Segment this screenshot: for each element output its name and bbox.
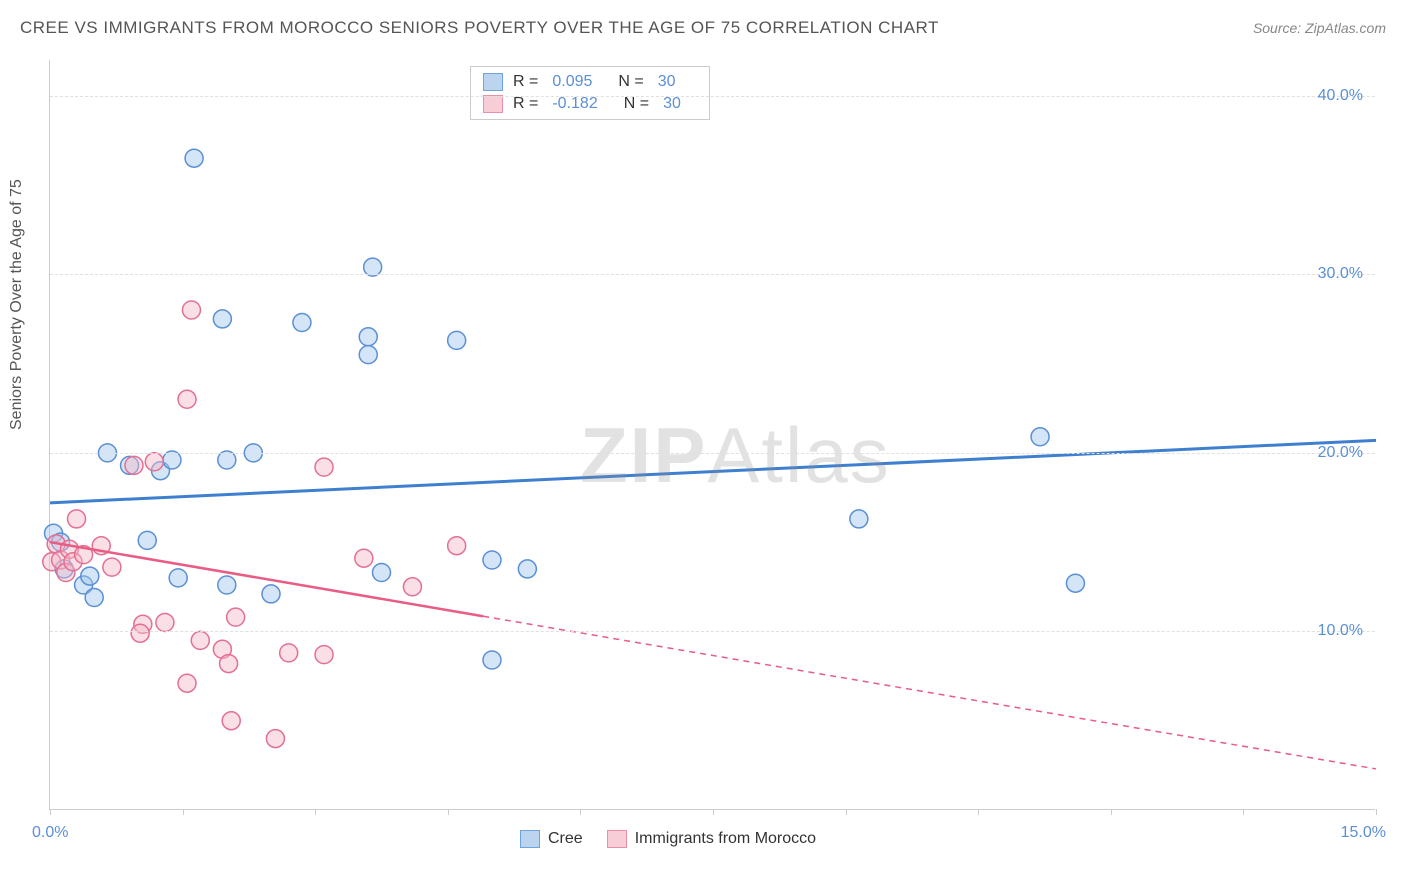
data-point bbox=[355, 549, 373, 567]
data-point bbox=[220, 655, 238, 673]
gridline bbox=[50, 274, 1375, 275]
legend-label: Immigrants from Morocco bbox=[635, 830, 816, 848]
data-point bbox=[222, 712, 240, 730]
data-point bbox=[191, 631, 209, 649]
data-point bbox=[178, 390, 196, 408]
data-point bbox=[185, 149, 203, 167]
data-point bbox=[68, 510, 86, 528]
x-tick bbox=[713, 809, 714, 815]
data-point bbox=[81, 567, 99, 585]
x-tick bbox=[1243, 809, 1244, 815]
data-point bbox=[280, 644, 298, 662]
data-point bbox=[262, 585, 280, 603]
data-point bbox=[145, 453, 163, 471]
swatch-morocco bbox=[607, 830, 627, 848]
x-tick bbox=[1376, 809, 1377, 815]
data-point bbox=[315, 646, 333, 664]
data-point bbox=[359, 328, 377, 346]
swatch-cree bbox=[483, 73, 503, 91]
n-value: 30 bbox=[658, 73, 676, 91]
series-legend: Cree Immigrants from Morocco bbox=[520, 830, 816, 848]
data-point bbox=[213, 310, 231, 328]
x-tick bbox=[315, 809, 316, 815]
trend-line-extrapolated bbox=[483, 616, 1376, 769]
gridline bbox=[50, 453, 1375, 454]
x-tick-label-max: 15.0% bbox=[1341, 824, 1386, 842]
data-point bbox=[125, 456, 143, 474]
correlation-legend-row: R = 0.095 N = 30 bbox=[483, 71, 697, 93]
x-tick bbox=[448, 809, 449, 815]
data-point bbox=[448, 331, 466, 349]
data-point bbox=[138, 531, 156, 549]
data-point bbox=[103, 558, 121, 576]
y-tick-label: 30.0% bbox=[1318, 265, 1363, 283]
r-value: 0.095 bbox=[552, 73, 592, 91]
legend-item-morocco: Immigrants from Morocco bbox=[607, 830, 816, 848]
legend-label: Cree bbox=[548, 830, 583, 848]
scatter-plot-svg bbox=[50, 60, 1375, 809]
x-tick-label-min: 0.0% bbox=[32, 824, 68, 842]
data-point bbox=[518, 560, 536, 578]
data-point bbox=[266, 730, 284, 748]
y-axis-label: Seniors Poverty Over the Age of 75 bbox=[8, 179, 26, 430]
data-point bbox=[85, 589, 103, 607]
correlation-legend: R = 0.095 N = 30 R = -0.182 N = 30 bbox=[470, 66, 710, 120]
gridline bbox=[50, 631, 1375, 632]
x-tick bbox=[846, 809, 847, 815]
data-point bbox=[293, 314, 311, 332]
data-point bbox=[1066, 574, 1084, 592]
data-point bbox=[359, 346, 377, 364]
x-tick bbox=[1111, 809, 1112, 815]
data-point bbox=[483, 651, 501, 669]
data-point bbox=[169, 569, 187, 587]
data-point bbox=[227, 608, 245, 626]
x-tick bbox=[50, 809, 51, 815]
swatch-morocco bbox=[483, 95, 503, 113]
data-point bbox=[315, 458, 333, 476]
n-value: 30 bbox=[663, 95, 681, 113]
swatch-cree bbox=[520, 830, 540, 848]
plot-area: ZIPAtlas R = 0.095 N = 30 R = -0.182 N =… bbox=[49, 60, 1375, 810]
n-label: N = bbox=[618, 73, 643, 91]
data-point bbox=[448, 537, 466, 555]
y-tick-label: 40.0% bbox=[1318, 87, 1363, 105]
n-label: N = bbox=[624, 95, 649, 113]
x-tick bbox=[978, 809, 979, 815]
data-point bbox=[850, 510, 868, 528]
r-value: -0.182 bbox=[552, 95, 597, 113]
data-point bbox=[156, 614, 174, 632]
data-point bbox=[373, 564, 391, 582]
data-point bbox=[131, 624, 149, 642]
r-label: R = bbox=[513, 73, 538, 91]
data-point bbox=[178, 674, 196, 692]
x-tick bbox=[183, 809, 184, 815]
source-attribution: Source: ZipAtlas.com bbox=[1253, 20, 1386, 36]
y-tick-label: 10.0% bbox=[1318, 622, 1363, 640]
r-label: R = bbox=[513, 95, 538, 113]
data-point bbox=[182, 301, 200, 319]
y-tick-label: 20.0% bbox=[1318, 444, 1363, 462]
x-tick bbox=[580, 809, 581, 815]
data-point bbox=[1031, 428, 1049, 446]
legend-item-cree: Cree bbox=[520, 830, 583, 848]
gridline bbox=[50, 96, 1375, 97]
data-point bbox=[403, 578, 421, 596]
data-point bbox=[218, 576, 236, 594]
chart-title: CREE VS IMMIGRANTS FROM MOROCCO SENIORS … bbox=[20, 18, 939, 38]
data-point bbox=[483, 551, 501, 569]
